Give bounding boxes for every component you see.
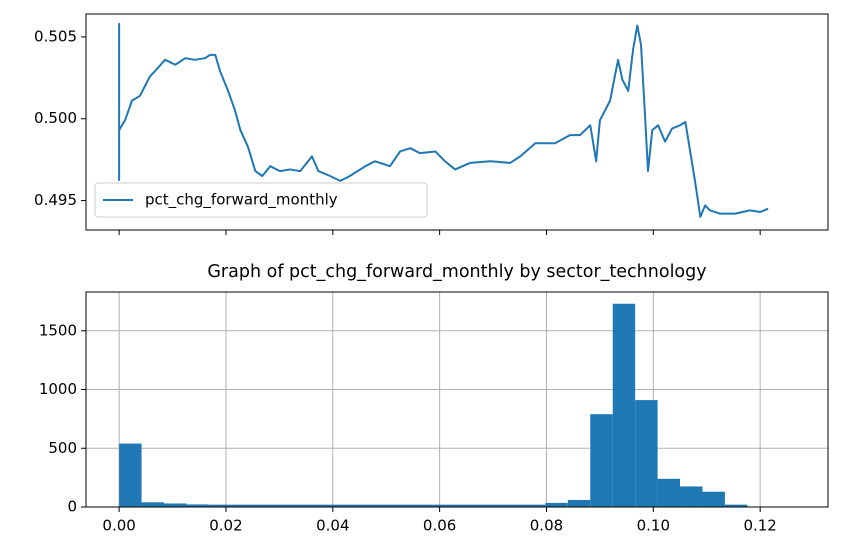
hist-bar — [545, 502, 568, 507]
hist-bar — [119, 443, 142, 507]
data-line — [118, 22, 769, 218]
hist-bar — [208, 504, 232, 507]
y-tick-label: 500 — [48, 439, 77, 457]
legend-box — [94, 182, 428, 218]
hist-bar — [635, 400, 658, 507]
hist-bar — [724, 504, 748, 507]
hist-bar — [657, 478, 681, 507]
hist-bar — [163, 503, 187, 507]
hist-bar — [702, 491, 725, 507]
axes-frame — [85, 291, 829, 508]
chart-title: Graph of pct_chg_forward_monthly by sect… — [207, 262, 706, 282]
hist-bar — [567, 499, 591, 507]
hist-bar — [298, 504, 322, 507]
hist-bar — [500, 504, 523, 507]
y-tick-label: 0 — [67, 498, 77, 516]
x-tick-label: 0.00 — [102, 517, 135, 535]
hist-bar — [253, 504, 277, 507]
subplot: 0.00 0.02 0.04 0.06 0.08 0.10 0.12 0 500 1000 1500… — [39, 262, 829, 535]
x-tick-label: 0.02 — [209, 517, 242, 535]
x-tick-label: 0.06 — [423, 517, 456, 535]
hist-bar — [388, 504, 411, 507]
hist-bar — [455, 504, 479, 507]
hist-bar — [365, 504, 389, 507]
hist-bar — [141, 502, 164, 507]
x-tick-label: 0.08 — [530, 517, 563, 535]
hist-bar — [410, 504, 434, 507]
y-tick-label: 0.495 — [34, 191, 77, 209]
hist-bar — [522, 504, 546, 507]
y-tick-label: 0.500 — [34, 109, 77, 127]
hist-bar — [680, 486, 703, 507]
hist-bar — [321, 504, 344, 507]
hist-bar — [433, 504, 456, 507]
hist-bar — [231, 504, 254, 507]
hist-bar — [612, 303, 636, 507]
y-tick-label: 0.505 — [34, 27, 77, 45]
hist-bar — [343, 504, 366, 507]
x-tick-label: 0.04 — [316, 517, 349, 535]
y-tick-label: 1500 — [39, 321, 77, 339]
hist-bar — [276, 504, 299, 507]
subplot: 0.495 0.500 0.505 pct_chg_forward_monthly — [34, 13, 829, 235]
legend-label: pct_chg_forward_monthly — [145, 191, 338, 210]
x-tick-label: 0.10 — [637, 517, 670, 535]
y-tick-label: 1000 — [39, 380, 77, 398]
hist-bar — [186, 504, 209, 507]
hist-bar — [590, 414, 613, 507]
x-tick-label: 0.12 — [743, 517, 776, 535]
hist-bar — [478, 504, 501, 507]
axes-frame — [85, 13, 829, 231]
